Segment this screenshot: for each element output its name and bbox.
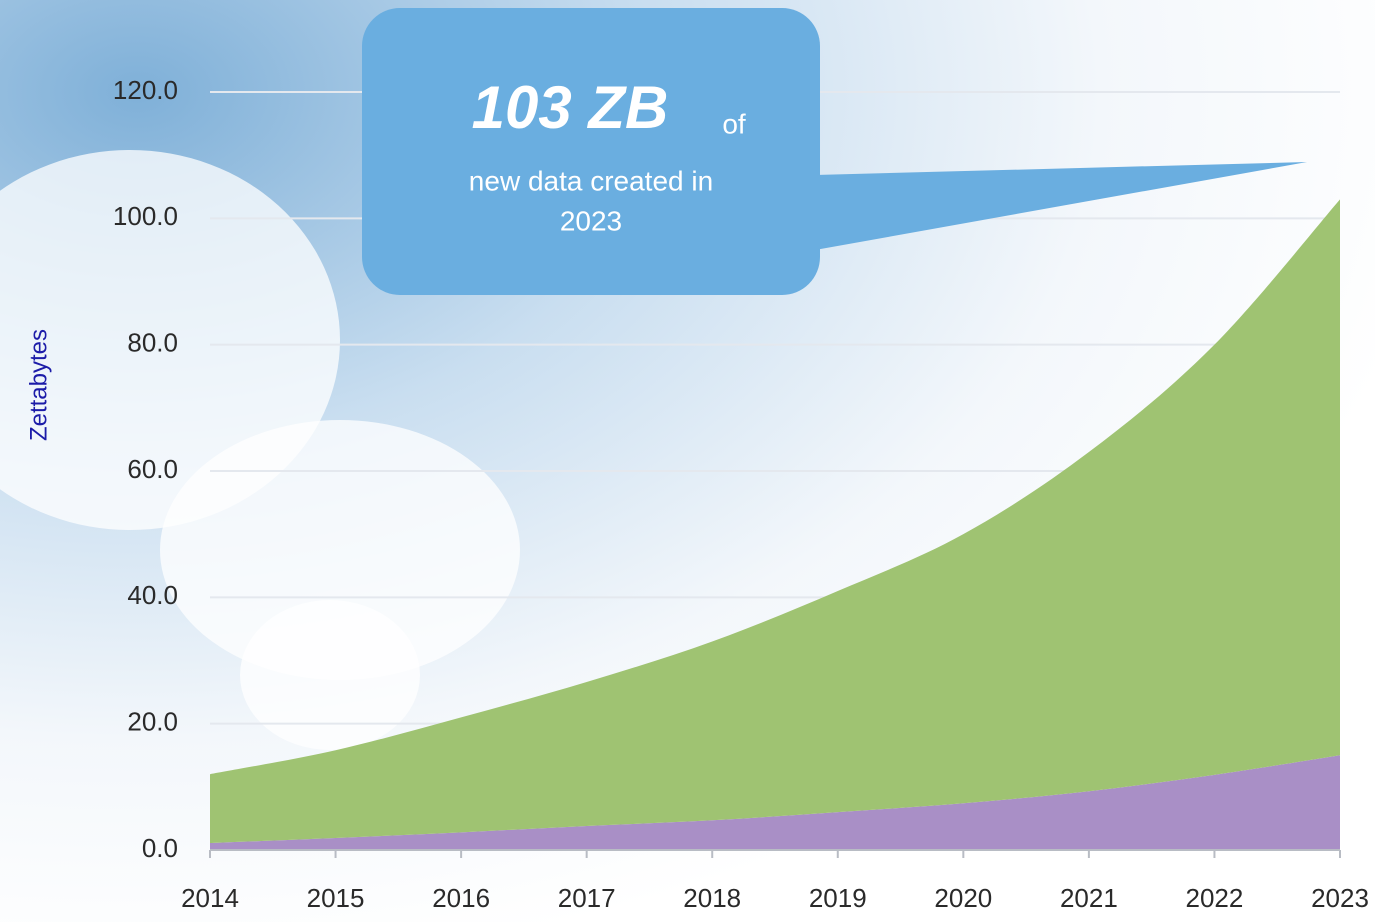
x-tick-label: 2023 xyxy=(1311,883,1369,913)
y-tick-label: 60.0 xyxy=(127,454,178,484)
x-tick-label: 2020 xyxy=(934,883,992,913)
x-tick-label: 2019 xyxy=(809,883,867,913)
callout-text: new data created in xyxy=(469,165,713,196)
x-tick-label: 2021 xyxy=(1060,883,1118,913)
page: Zettabytes 0.0 20.0 40.0 60.0 80.0 100.0 120.0… xyxy=(0,0,1375,922)
y-tick-label: 120.0 xyxy=(113,75,178,105)
y-tick-label: 80.0 xyxy=(127,328,178,358)
x-tick-label: 2022 xyxy=(1186,883,1244,913)
y-tick-label: 40.0 xyxy=(127,580,178,610)
callout-tail xyxy=(815,162,1307,250)
x-tick-label: 2015 xyxy=(307,883,365,913)
callout: 103 ZB of new data created in 2023 xyxy=(362,8,1307,295)
x-tick-label: 2018 xyxy=(683,883,741,913)
x-tick-label: 2016 xyxy=(432,883,490,913)
x-tick-label: 2014 xyxy=(181,883,239,913)
chart: Zettabytes 0.0 20.0 40.0 60.0 80.0 100.0 120.0… xyxy=(0,0,1375,922)
callout-text: 2023 xyxy=(560,205,622,236)
y-axis-title: Zettabytes xyxy=(25,329,52,441)
callout-suffix: of xyxy=(722,108,746,139)
y-tick-label: 20.0 xyxy=(127,707,178,737)
y-tick-label: 0.0 xyxy=(142,833,178,863)
area xyxy=(210,199,1340,843)
y-tick-label: 100.0 xyxy=(113,201,178,231)
x-tick-label: 2017 xyxy=(558,883,616,913)
callout-box xyxy=(362,8,820,295)
callout-headline: 103 ZB xyxy=(472,74,669,141)
